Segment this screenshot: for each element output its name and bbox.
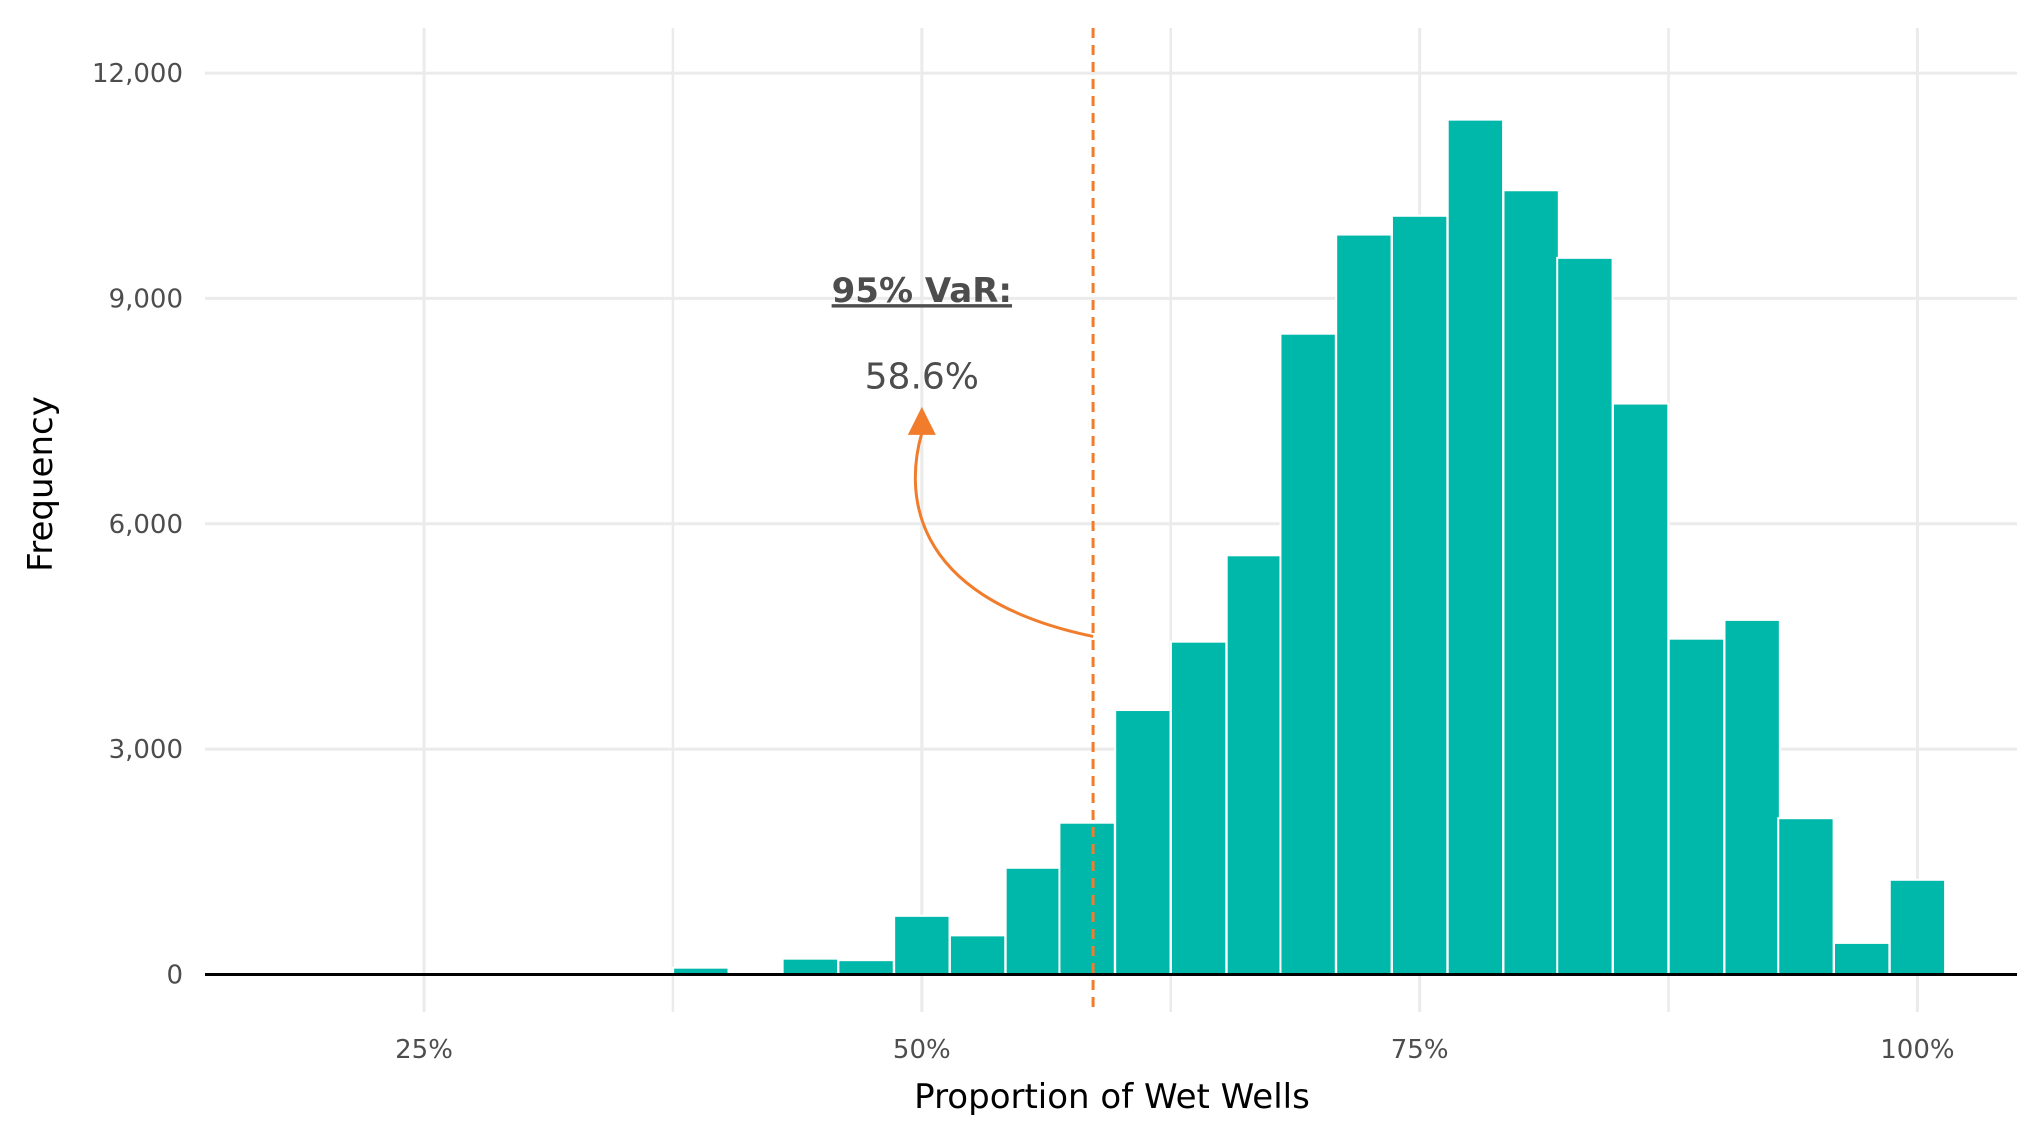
x-axis-title: Proportion of Wet Wells: [914, 1077, 1310, 1117]
histogram-bar: [1114, 709, 1172, 976]
histogram-bar: [1777, 817, 1835, 976]
histogram-bar: [948, 934, 1007, 976]
histogram-bar: [1723, 618, 1781, 976]
x-tick-label: 25%: [395, 1035, 453, 1065]
histogram-bar: [1502, 189, 1560, 976]
histogram-bar: [1335, 233, 1393, 976]
histogram-bar: [837, 959, 895, 976]
histogram-bar: [1169, 640, 1228, 976]
var-annotation: 95% VaR: 58.6%: [832, 28, 1095, 1012]
tick-labels: 25% 50% 75% 100% 0 3,000 6,000 9,000 12,000: [92, 59, 1955, 1065]
y-tick-label: 12,000: [92, 59, 183, 89]
x-tick-label: 100%: [1880, 1035, 1954, 1065]
var-arrow-head: [907, 406, 936, 435]
histogram-bar: [781, 957, 840, 976]
histogram-bar: [1556, 256, 1614, 976]
histogram-bar: [1888, 878, 1947, 976]
y-axis-title: Frequency: [21, 396, 61, 572]
histogram-bar: [1225, 554, 1284, 976]
histogram-bar: [1611, 402, 1670, 976]
var-arrow-curve: [913, 432, 1094, 638]
y-tick-label: 3,000: [109, 735, 183, 765]
var-label-title: 95% VaR:: [832, 271, 1012, 311]
histogram-bar: [1004, 866, 1063, 976]
histogram-bar: [1058, 821, 1116, 976]
x-tick-label: 50%: [893, 1035, 951, 1065]
x-tick-label: 75%: [1391, 1035, 1449, 1065]
y-tick-label: 9,000: [109, 284, 183, 314]
histogram-bar: [1446, 118, 1505, 976]
y-tick-label: 6,000: [109, 510, 183, 540]
histogram-bar: [1279, 332, 1337, 976]
histogram-bar: [893, 914, 951, 976]
histogram-bar: [1833, 941, 1891, 976]
var-label-value: 58.6%: [865, 357, 979, 398]
histogram-bar: [1390, 214, 1449, 976]
y-tick-label: 0: [166, 960, 183, 990]
histogram-bars: [672, 118, 1947, 976]
histogram-bar: [1667, 637, 1726, 976]
